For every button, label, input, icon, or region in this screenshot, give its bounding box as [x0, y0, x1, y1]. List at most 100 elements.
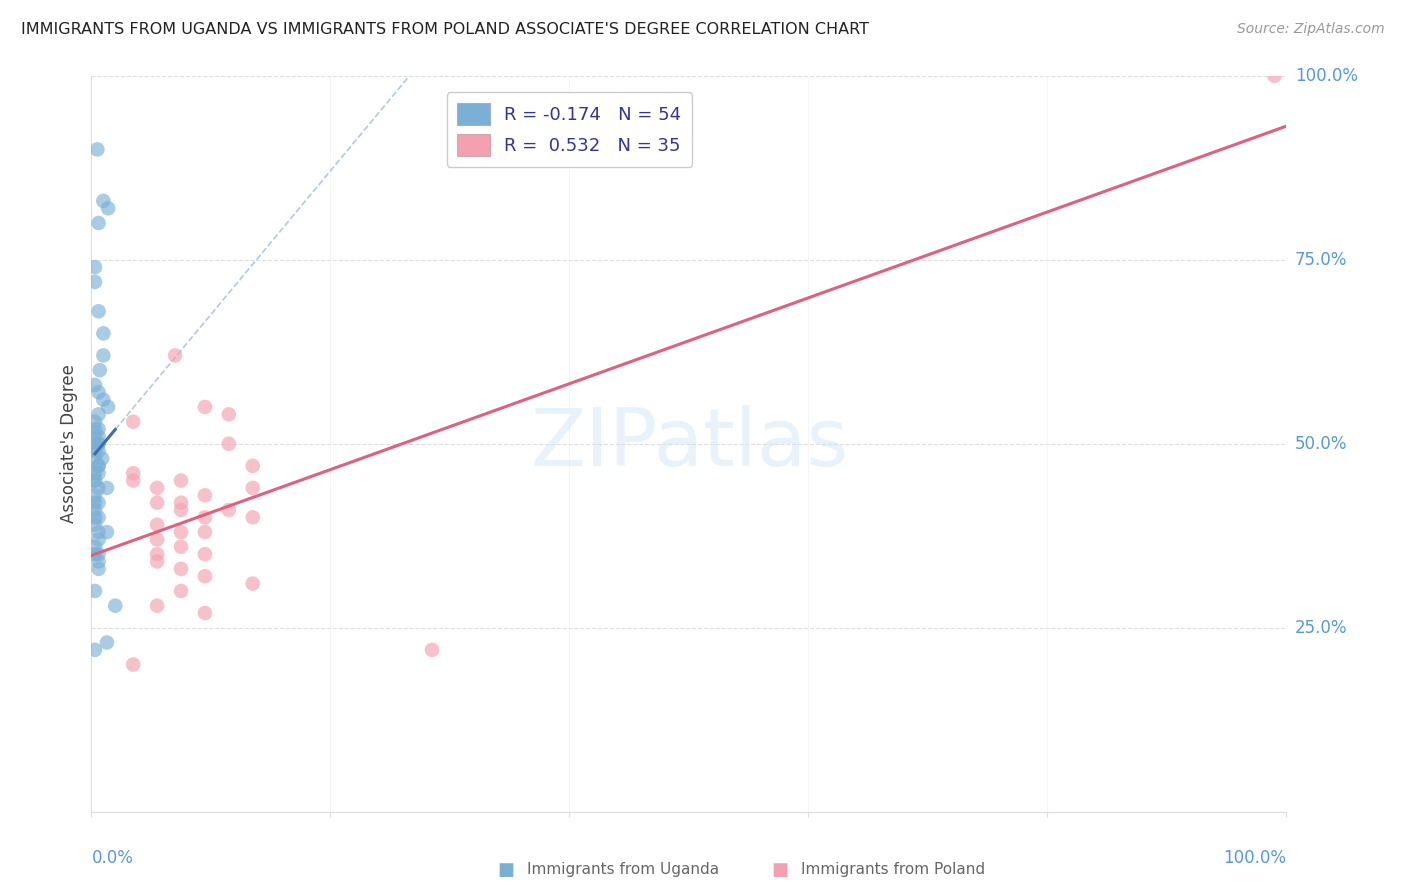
Point	[87, 524, 110, 539]
Point	[87, 436, 110, 450]
Point	[170, 584, 193, 599]
Point	[93, 194, 114, 208]
Point	[84, 642, 107, 657]
Point	[87, 385, 110, 400]
Point	[87, 458, 110, 473]
Text: ■: ■	[498, 861, 515, 879]
Point	[87, 216, 110, 230]
Point	[104, 599, 127, 613]
Point	[218, 436, 240, 450]
Point	[194, 400, 217, 414]
Point	[194, 510, 217, 524]
Point	[242, 481, 264, 495]
Point	[84, 474, 107, 488]
Point	[87, 436, 110, 450]
Point	[170, 540, 193, 554]
Point	[86, 142, 108, 157]
Point	[84, 517, 107, 532]
Point	[84, 547, 107, 561]
Point	[122, 415, 145, 429]
Point	[87, 466, 110, 480]
Point	[84, 429, 107, 443]
Text: 100.0%: 100.0%	[1223, 848, 1286, 866]
Point	[194, 488, 217, 502]
Point	[146, 554, 169, 569]
Point	[170, 474, 193, 488]
Point	[1264, 69, 1286, 83]
Point	[84, 260, 107, 275]
Point	[97, 202, 120, 216]
Point	[242, 510, 264, 524]
Point	[146, 481, 169, 495]
Point	[170, 496, 193, 510]
Point	[84, 451, 107, 466]
Point	[93, 326, 114, 341]
Point	[84, 436, 107, 450]
Y-axis label: Associate's Degree: Associate's Degree	[59, 364, 77, 524]
Point	[84, 510, 107, 524]
Point	[194, 547, 217, 561]
Point	[89, 363, 111, 377]
Text: ■: ■	[772, 861, 789, 879]
Point	[242, 576, 264, 591]
Point	[84, 275, 107, 289]
Point	[93, 392, 114, 407]
Point	[87, 533, 110, 547]
Point	[194, 606, 217, 620]
Point	[122, 466, 145, 480]
Point	[122, 474, 145, 488]
Text: 0.0%: 0.0%	[91, 848, 134, 866]
Point	[84, 415, 107, 429]
Point	[146, 496, 169, 510]
Point	[218, 407, 240, 421]
Point	[87, 554, 110, 569]
Point	[163, 348, 186, 362]
Point	[91, 451, 114, 466]
Point	[242, 458, 264, 473]
Point	[96, 481, 118, 495]
Point	[87, 304, 110, 318]
Point	[96, 635, 118, 649]
Text: Source: ZipAtlas.com: Source: ZipAtlas.com	[1237, 22, 1385, 37]
Point	[170, 562, 193, 576]
Point	[170, 524, 193, 539]
Text: 25.0%: 25.0%	[1295, 619, 1347, 637]
Point	[87, 429, 110, 443]
Text: IMMIGRANTS FROM UGANDA VS IMMIGRANTS FROM POLAND ASSOCIATE'S DEGREE CORRELATION : IMMIGRANTS FROM UGANDA VS IMMIGRANTS FRO…	[21, 22, 869, 37]
Point	[96, 524, 118, 539]
Text: 75.0%: 75.0%	[1295, 251, 1347, 268]
Point	[84, 496, 107, 510]
Point	[87, 481, 110, 495]
Point	[84, 474, 107, 488]
Point	[87, 510, 110, 524]
Point	[87, 407, 110, 421]
Point	[84, 540, 107, 554]
Point	[87, 496, 110, 510]
Point	[146, 533, 169, 547]
Point	[194, 524, 217, 539]
Point	[146, 599, 169, 613]
Point	[84, 422, 107, 436]
Point	[87, 458, 110, 473]
Point	[93, 348, 114, 362]
Text: 50.0%: 50.0%	[1295, 434, 1347, 453]
Text: 100.0%: 100.0%	[1295, 67, 1358, 85]
Point	[146, 547, 169, 561]
Point	[84, 488, 107, 502]
Legend: R = -0.174   N = 54, R =  0.532   N = 35: R = -0.174 N = 54, R = 0.532 N = 35	[447, 92, 692, 167]
Point	[84, 503, 107, 517]
Point	[84, 444, 107, 458]
Text: Immigrants from Uganda: Immigrants from Uganda	[527, 863, 720, 877]
Point	[87, 444, 110, 458]
Point	[87, 547, 110, 561]
Point	[170, 503, 193, 517]
Point	[218, 503, 240, 517]
Point	[420, 642, 443, 657]
Point	[84, 466, 107, 480]
Point	[194, 569, 217, 583]
Point	[97, 400, 120, 414]
Point	[84, 584, 107, 599]
Text: Immigrants from Poland: Immigrants from Poland	[801, 863, 986, 877]
Point	[146, 517, 169, 532]
Point	[122, 657, 145, 672]
